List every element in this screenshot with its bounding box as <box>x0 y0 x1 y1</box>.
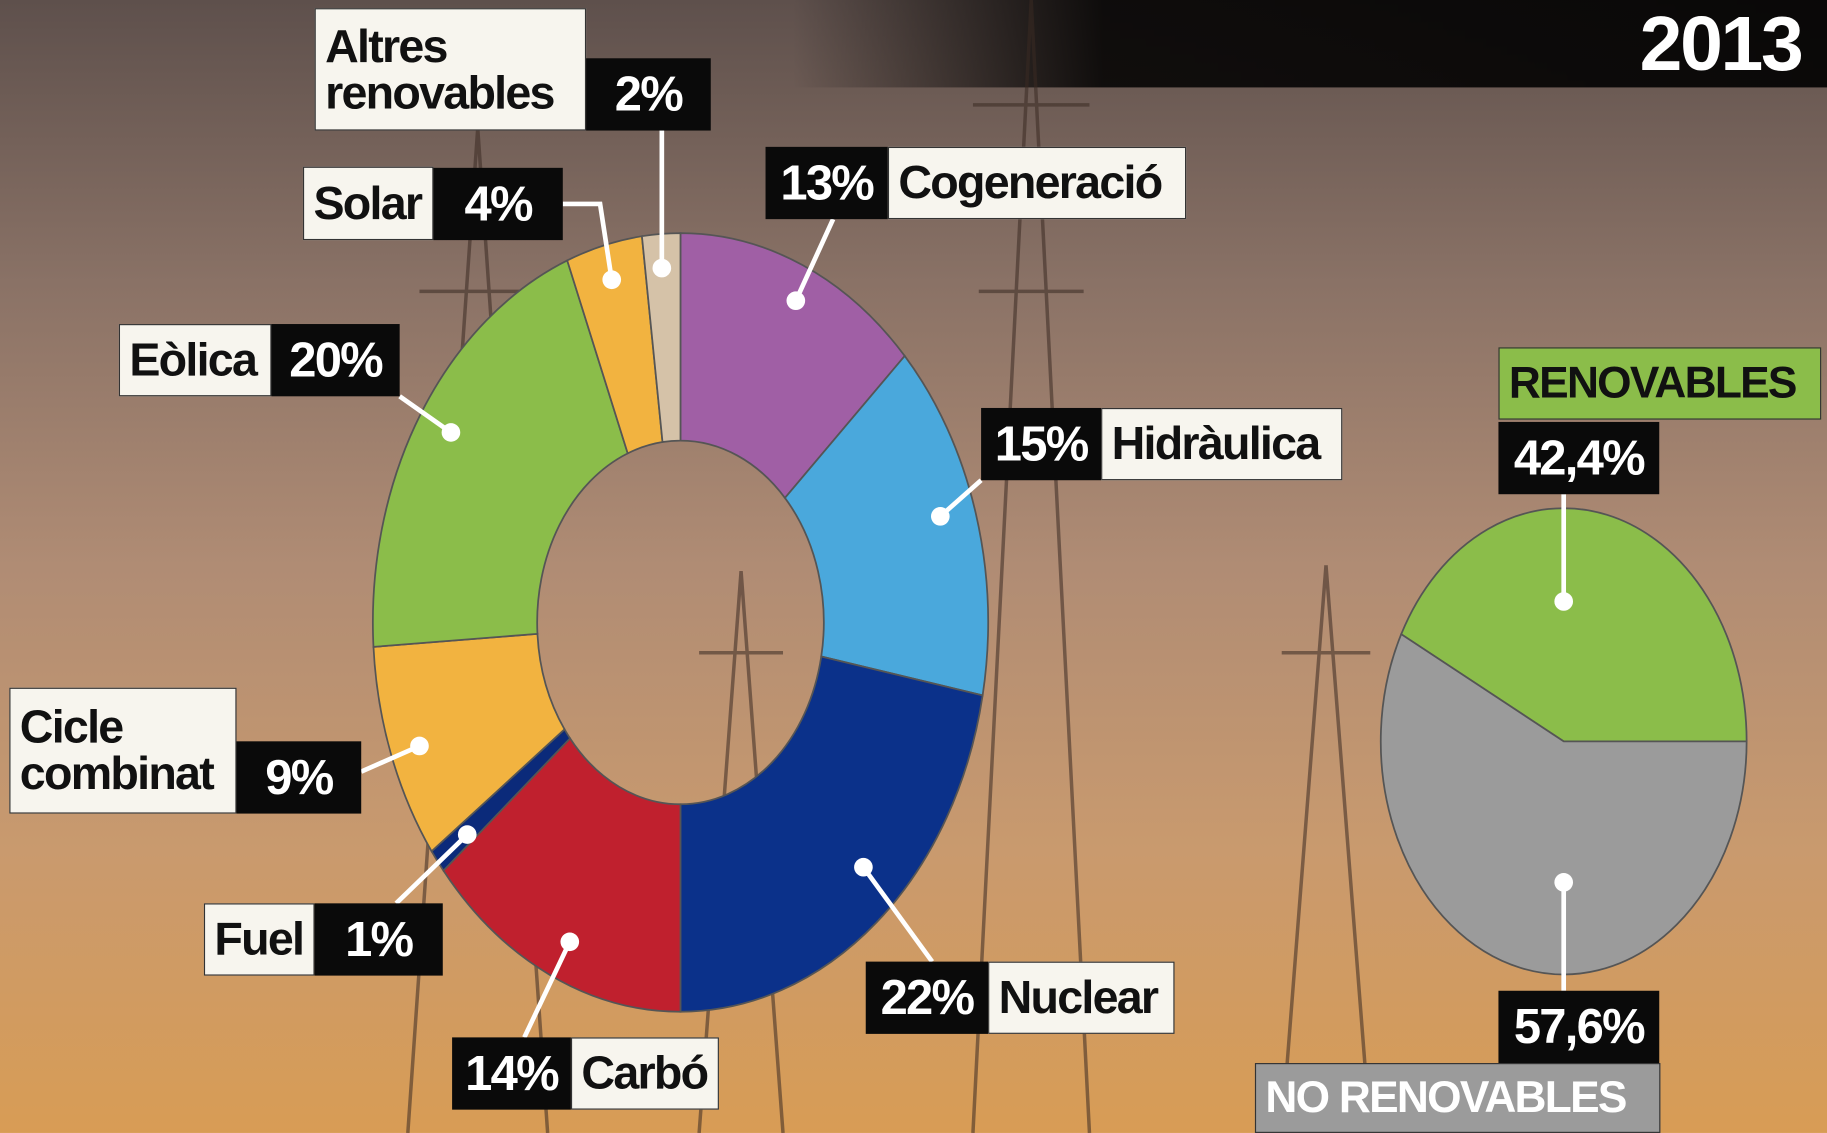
legend-label: Altres renovables <box>314 8 587 131</box>
leader-line <box>861 865 935 963</box>
leader-dot <box>652 258 672 278</box>
leader-line <box>398 394 453 435</box>
slice <box>783 354 989 697</box>
leader-dot <box>786 291 806 311</box>
leader-dot <box>560 932 580 952</box>
value-label: 13% <box>765 146 888 220</box>
value-label: 9% <box>236 741 362 814</box>
slice <box>679 655 984 1013</box>
value-label: 4% <box>433 167 563 241</box>
leader-dot <box>602 270 622 290</box>
legend-label: NO RENOVABLES <box>1254 1063 1661 1133</box>
legend-label: Fuel <box>203 903 315 976</box>
leader-line <box>562 201 615 281</box>
leader-dot <box>1554 592 1574 611</box>
leader-line <box>522 940 572 1039</box>
title-bar <box>792 0 1827 88</box>
legend-label: Carbó <box>570 1037 719 1110</box>
slice <box>1379 632 1748 976</box>
legend-label: Eòlica <box>118 324 272 397</box>
legend-label: Cicle combinat <box>9 687 237 814</box>
legend-label: Solar <box>302 166 434 241</box>
leader-line <box>394 832 469 906</box>
value-label: 20% <box>271 324 400 397</box>
value-label: 15% <box>981 407 1102 481</box>
leader-dot <box>1554 873 1574 892</box>
leader-dot <box>854 857 873 877</box>
legend-label: Nuclear <box>988 961 1175 1034</box>
leader-line <box>793 218 836 302</box>
leader-line <box>360 743 421 774</box>
slice <box>372 259 629 648</box>
slice <box>679 232 906 500</box>
slice <box>640 232 682 444</box>
legend-label: RENOVABLES <box>1498 347 1822 420</box>
leader-dot <box>410 736 429 756</box>
slice <box>442 736 682 1013</box>
leader-dot <box>457 825 477 844</box>
value-label: 1% <box>314 903 443 976</box>
value-label: 42,4% <box>1498 421 1660 495</box>
slice <box>1400 507 1748 743</box>
leader-dot <box>930 507 950 526</box>
chart-title: 2013 <box>1639 0 1804 87</box>
legend-label: Hidràulica <box>1101 407 1343 481</box>
value-label: 22% <box>865 961 989 1034</box>
legend-label: Cogeneració <box>887 146 1187 220</box>
leader-dot <box>441 423 461 442</box>
value-label: 2% <box>586 58 711 131</box>
value-label: 14% <box>452 1037 571 1110</box>
value-label: 57,6% <box>1498 990 1660 1064</box>
